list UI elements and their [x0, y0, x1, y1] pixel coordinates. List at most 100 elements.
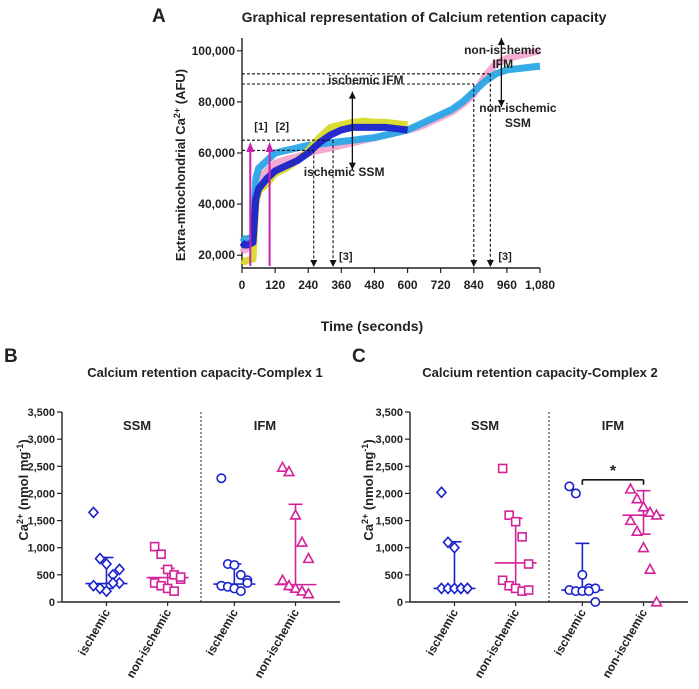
panel-b-point: [216, 473, 227, 484]
panel-c-chart: Calcium retention capacity-Complex 2 Ca2…: [360, 365, 688, 680]
panel-b-x-tick-label: non-ischemic: [123, 606, 174, 680]
panel-a-injection-arrowhead: [246, 142, 255, 152]
panel-c-point: [637, 541, 650, 553]
panel-b-point: [235, 569, 246, 580]
panel-c-y-tick-label: 2,500: [375, 461, 403, 473]
panel-a-label-nonischemic-ifm-1: non-ischemic: [464, 43, 542, 57]
panel-a-nonischemic-arrow-head-up: [497, 38, 505, 45]
panel-b-y-tick-label: 500: [37, 570, 55, 582]
panel-b-point: [149, 541, 160, 552]
panel-a-y-tick-label: 40,000: [198, 197, 235, 211]
panel-c-point: [624, 482, 637, 494]
panel-a-x-tick-label: 240: [298, 278, 318, 292]
panel-b-y-tick-label: 2,500: [27, 461, 55, 473]
panel-a-x-tick-label: 600: [398, 278, 418, 292]
panel-a-label-nonischemic-ssm-1: non-ischemic: [479, 101, 557, 115]
panel-b-series-ssm-non-ischemic: [146, 541, 189, 596]
panel-c-point: [583, 586, 594, 597]
panel-b-point: [87, 506, 100, 519]
panel-c-group-ifm: IFM: [602, 418, 624, 433]
panel-b-y-tick-label: 0: [49, 597, 55, 609]
panel-c-point: [590, 596, 601, 607]
panel-a-x-tick-label: 720: [431, 278, 451, 292]
panel-a-x-tick-label: 1,080: [525, 278, 555, 292]
panel-a-marker-3a: [3]: [339, 251, 353, 263]
panel-a-injection-arrowhead: [265, 142, 274, 152]
panel-c-y-tick-label: 500: [385, 570, 403, 582]
panel-c-point: [643, 505, 657, 518]
panel-b-y-tick-label: 2,000: [27, 488, 55, 500]
panel-c-y-tick-label: 0: [397, 597, 403, 609]
panel-c-group-ssm: SSM: [471, 418, 499, 433]
panel-c-point: [448, 541, 461, 554]
panel-a-drop-arrowhead: [329, 260, 337, 267]
panel-b-y-tick-label: 3,000: [27, 434, 55, 446]
panel-c-y-tick-label: 2,000: [375, 488, 403, 500]
panel-c-point: [442, 536, 454, 549]
panel-b-point: [282, 465, 296, 477]
panel-c-point: [624, 513, 637, 526]
panel-c-point: [570, 488, 581, 499]
panel-a-x-tick-label: 960: [497, 278, 517, 292]
panel-a-title: Graphical representation of Calcium rete…: [242, 9, 607, 25]
panel-b-y-tick-label: 1,000: [27, 543, 55, 555]
panel-b-point: [169, 586, 179, 596]
panel-c-point: [435, 486, 448, 499]
panel-b-point: [175, 572, 186, 582]
panel-c-x-tick-label: non-ischemic: [471, 606, 522, 680]
panel-c-point: [650, 595, 663, 607]
panel-b-point: [295, 584, 309, 596]
panel-a-drop-arrowhead: [486, 260, 494, 267]
panel-b-y-tick-label: 3,500: [27, 407, 55, 419]
panel-b-point: [282, 579, 296, 591]
panel-c-point: [564, 481, 575, 492]
panel-b-point: [276, 573, 289, 585]
panel-c-series-ssm-non-ischemic: [494, 463, 537, 596]
panel-a-label-ischemic-ssm: ischemic SSM: [304, 165, 385, 179]
panel-a-marker-3b: [3]: [498, 251, 512, 263]
panel-a-drop-arrowhead: [470, 260, 478, 267]
panel-b-point: [242, 577, 253, 588]
panel-b-point: [295, 535, 309, 547]
panel-b-group-ssm: SSM: [123, 418, 151, 433]
panel-c-point: [637, 500, 650, 512]
panel-a-series-non-ischemic-ifm: [239, 62, 541, 244]
panel-c-y-tick-label: 3,500: [375, 407, 403, 419]
panel-a-x-tick-label: 480: [364, 278, 384, 292]
panel-c-point: [630, 524, 644, 537]
panel-b-chart: Calcium retention capacity-Complex 1 Ca2…: [15, 365, 340, 680]
panel-a-y-tick-label: 80,000: [198, 95, 235, 109]
panel-c-point: [510, 516, 521, 527]
panel-b-series-ifm-ischemic: [213, 473, 256, 597]
panel-b-point: [235, 586, 246, 597]
panel-label-c: C: [352, 346, 366, 367]
panel-b-point: [302, 587, 315, 599]
panel-a-ischemic-arrow-head-down: [348, 162, 356, 170]
panel-b-point: [94, 552, 106, 565]
panel-b-series-ssm-ischemic: [85, 506, 128, 598]
panel-c-significance-star: *: [610, 463, 617, 480]
panel-a-nonischemic-arrow-head-down: [497, 100, 505, 107]
panel-c-point: [643, 562, 657, 575]
panel-b-point: [100, 584, 113, 598]
panel-c-point: [650, 508, 663, 520]
panel-c-point: [461, 582, 474, 595]
panel-c-point: [523, 559, 534, 569]
panel-c-ylabel: Ca2+ (nmol mg-1): [360, 439, 376, 540]
panel-a-drop-arrowhead: [310, 260, 318, 267]
panel-b-point: [289, 508, 302, 520]
panel-a-label-nonischemic-ifm-2: IFM: [492, 57, 513, 71]
panel-b-y-tick-label: 1,500: [27, 516, 55, 528]
panel-c-point: [497, 575, 508, 586]
panel-b-point: [113, 563, 126, 576]
panel-c-series-ifm-ischemic: [561, 481, 604, 607]
panel-a-y-tick-label: 20,000: [198, 248, 235, 262]
panel-b-point: [162, 564, 173, 575]
panel-c-x-tick-label: ischemic: [423, 606, 461, 658]
panel-b-point: [302, 551, 315, 564]
panel-a-y-tick-label: 100,000: [192, 44, 236, 58]
panel-c-x-tick-label: non-ischemic: [599, 606, 650, 680]
panel-a-marker-2: [2]: [276, 121, 290, 133]
panel-b-point: [156, 549, 166, 560]
panel-a-ischemic-arrow-head-up: [348, 91, 356, 99]
